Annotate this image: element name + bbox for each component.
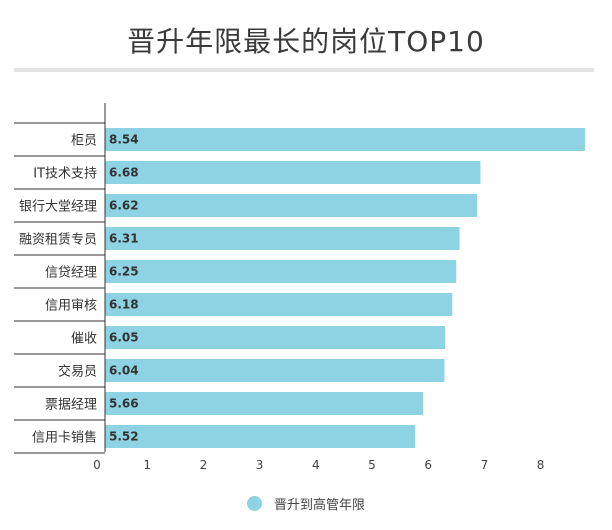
category-label: 催收 xyxy=(71,332,97,347)
category-separators xyxy=(14,122,105,454)
value-label: 6.62 xyxy=(109,199,139,213)
value-label: 6.05 xyxy=(109,331,139,345)
x-tick-label: 4 xyxy=(312,458,320,472)
category-label: 信用卡销售 xyxy=(32,430,97,446)
category-label: 票据经理 xyxy=(45,398,97,413)
x-tick-label: 7 xyxy=(481,458,489,472)
x-tick-label: 8 xyxy=(537,458,545,472)
value-label: 6.68 xyxy=(109,166,139,180)
chart-title: 晋升年限最长的岗位TOP10 xyxy=(127,25,485,58)
x-tick-labels: 0 1 2 3 4 5 6 7 8 xyxy=(93,458,544,472)
x-tick-label: 1 xyxy=(143,458,151,472)
x-tick-label: 5 xyxy=(368,458,376,472)
x-tick-label: 3 xyxy=(256,458,264,472)
x-tick-label: 2 xyxy=(200,458,208,472)
bar xyxy=(105,227,460,250)
category-label: 柜员 xyxy=(71,134,97,149)
value-label: 5.66 xyxy=(109,397,139,411)
category-label: 银行大堂经理 xyxy=(19,200,97,215)
value-label: 6.18 xyxy=(109,298,139,312)
category-label: 信用审核 xyxy=(45,299,97,314)
bar xyxy=(105,161,481,184)
value-label: 6.31 xyxy=(109,232,139,246)
category-label: 融资租赁专员 xyxy=(19,233,97,248)
bar xyxy=(105,260,457,283)
legend: 晋升到高管年限 xyxy=(0,494,612,513)
x-tick-label: 0 xyxy=(93,458,101,472)
bar xyxy=(105,194,478,217)
category-label: 交易员 xyxy=(58,364,97,380)
value-label: 5.52 xyxy=(109,430,139,444)
category-label: IT技术支持 xyxy=(33,167,97,182)
value-label: 6.04 xyxy=(109,364,139,378)
category-labels: 柜员 IT技术支持银行大堂经理融资租赁专员信贷经理信用审核催收交易员票据经理信用卡… xyxy=(19,134,97,446)
bar xyxy=(105,326,446,349)
value-label: 8.54 xyxy=(109,133,139,147)
title-divider xyxy=(14,68,594,72)
bar xyxy=(105,359,445,382)
bar xyxy=(105,128,585,151)
x-tick-label: 6 xyxy=(424,458,432,472)
value-label: 6.25 xyxy=(109,265,139,279)
legend-label: 晋升到高管年限 xyxy=(273,498,365,513)
bar xyxy=(105,392,424,415)
legend-swatch xyxy=(246,496,262,511)
category-label: 信贷经理 xyxy=(45,266,97,281)
value-labels: 8.54 6.68 6.62 6.31 6.25 6.18 6.05 6.04 5.66 5.52 xyxy=(109,133,139,444)
bars xyxy=(105,128,585,448)
bar xyxy=(105,293,453,316)
bar xyxy=(105,425,416,448)
